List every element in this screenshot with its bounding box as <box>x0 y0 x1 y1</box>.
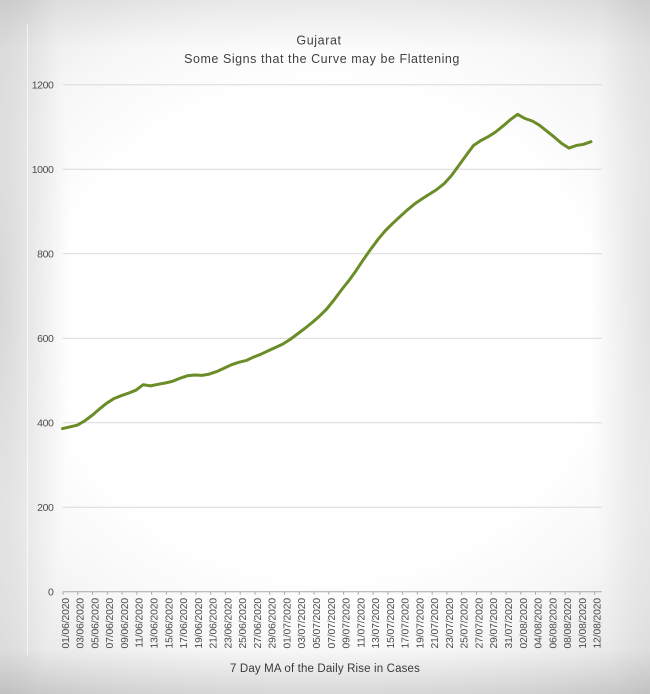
svg-text:11/07/2020: 11/07/2020 <box>356 598 367 648</box>
svg-text:19/06/2020: 19/06/2020 <box>194 598 205 649</box>
svg-text:06/08/2020: 06/08/2020 <box>548 598 559 649</box>
svg-text:21/07/2020: 21/07/2020 <box>430 598 441 649</box>
svg-text:27/07/2020: 27/07/2020 <box>475 598 486 649</box>
svg-text:08/08/2020: 08/08/2020 <box>563 598 574 649</box>
svg-text:01/07/2020: 01/07/2020 <box>282 598 293 649</box>
svg-text:23/07/2020: 23/07/2020 <box>445 598 456 649</box>
svg-text:25/06/2020: 25/06/2020 <box>238 598 249 649</box>
svg-text:800: 800 <box>37 249 54 261</box>
svg-text:09/06/2020: 09/06/2020 <box>120 598 131 649</box>
svg-text:15/07/2020: 15/07/2020 <box>386 598 397 649</box>
svg-text:19/07/2020: 19/07/2020 <box>415 598 426 649</box>
svg-text:10/08/2020: 10/08/2020 <box>578 598 589 649</box>
svg-text:Gujarat: Gujarat <box>296 33 341 47</box>
svg-text:07/07/2020: 07/07/2020 <box>327 598 338 649</box>
svg-text:31/07/2020: 31/07/2020 <box>504 598 515 649</box>
svg-text:09/07/2020: 09/07/2020 <box>342 598 353 649</box>
svg-text:05/07/2020: 05/07/2020 <box>312 598 323 649</box>
svg-text:13/06/2020: 13/06/2020 <box>150 598 161 649</box>
svg-text:17/06/2020: 17/06/2020 <box>179 598 190 649</box>
svg-text:12/08/2020: 12/08/2020 <box>593 598 604 649</box>
svg-text:200: 200 <box>37 502 54 514</box>
svg-text:11/06/2020: 11/06/2020 <box>135 598 146 648</box>
svg-text:29/07/2020: 29/07/2020 <box>489 598 500 649</box>
svg-text:03/07/2020: 03/07/2020 <box>297 598 308 649</box>
svg-text:03/06/2020: 03/06/2020 <box>76 598 87 649</box>
svg-text:01/06/2020: 01/06/2020 <box>61 598 72 649</box>
svg-text:1200: 1200 <box>32 80 54 92</box>
svg-text:29/06/2020: 29/06/2020 <box>268 598 279 649</box>
svg-text:21/06/2020: 21/06/2020 <box>209 598 220 649</box>
svg-text:400: 400 <box>37 418 54 430</box>
svg-text:13/07/2020: 13/07/2020 <box>371 598 382 649</box>
svg-text:7 Day MA of the Daily Rise in: 7 Day MA of the Daily Rise in Cases <box>230 663 420 675</box>
svg-text:0: 0 <box>48 587 54 599</box>
svg-text:02/08/2020: 02/08/2020 <box>519 598 530 649</box>
svg-text:Some Signs that the Curve may: Some Signs that the Curve may be Flatten… <box>184 52 460 66</box>
svg-text:07/06/2020: 07/06/2020 <box>105 598 116 649</box>
svg-text:25/07/2020: 25/07/2020 <box>460 598 471 649</box>
svg-text:05/06/2020: 05/06/2020 <box>90 598 101 649</box>
svg-text:27/06/2020: 27/06/2020 <box>253 598 264 649</box>
svg-text:17/07/2020: 17/07/2020 <box>401 598 412 649</box>
svg-text:1000: 1000 <box>32 164 54 176</box>
svg-text:23/06/2020: 23/06/2020 <box>223 598 234 649</box>
svg-text:600: 600 <box>37 333 54 345</box>
svg-text:15/06/2020: 15/06/2020 <box>164 598 175 649</box>
svg-text:04/08/2020: 04/08/2020 <box>534 598 545 649</box>
